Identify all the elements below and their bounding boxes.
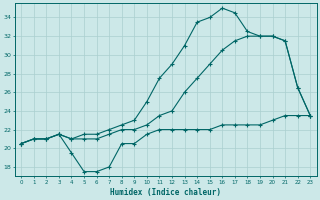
X-axis label: Humidex (Indice chaleur): Humidex (Indice chaleur) (110, 188, 221, 197)
